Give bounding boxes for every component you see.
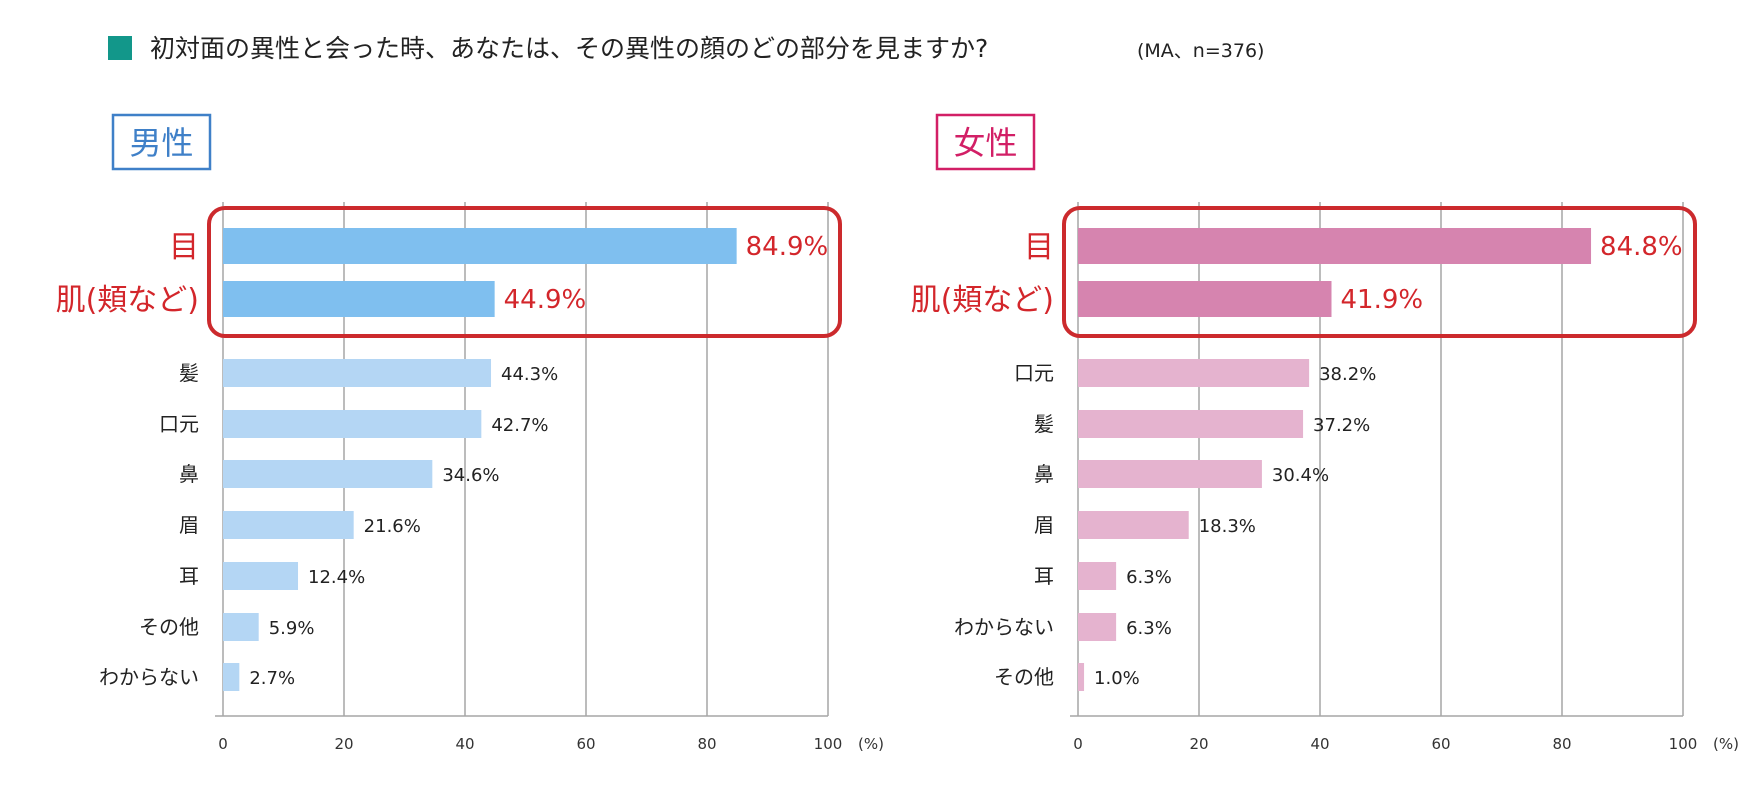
value-label: 6.3%: [1126, 618, 1172, 639]
category-label: その他: [994, 665, 1054, 689]
category-label: 鼻: [1034, 462, 1054, 486]
highlight-frame: [207, 206, 842, 338]
value-label: 12.4%: [308, 567, 365, 588]
value-label: 30.4%: [1272, 465, 1329, 486]
x-tick-label: 0: [218, 735, 228, 753]
highlighted-category-label: 目: [1024, 230, 1054, 265]
bar: [223, 410, 482, 438]
x-tick-label: 20: [1189, 735, 1208, 753]
category-label: 耳: [179, 564, 199, 588]
highlighted-value-label: 41.9%: [1340, 285, 1423, 315]
bar: [1078, 460, 1262, 488]
highlighted-value-label: 84.9%: [746, 232, 829, 262]
value-label: 21.6%: [364, 516, 421, 537]
value-label: 18.3%: [1199, 516, 1256, 537]
value-label: 38.2%: [1319, 364, 1376, 385]
highlight-frame: [1062, 206, 1697, 338]
category-label: 耳: [1034, 564, 1054, 588]
category-label: 眉: [1034, 513, 1054, 537]
x-tick-label: 0: [1073, 735, 1083, 753]
title-text: 初対面の異性と会った時、あなたは、その異性の顔のどの部分を見ますか?: [150, 34, 988, 63]
bar: [1078, 613, 1117, 641]
category-label: その他: [139, 615, 199, 639]
highlighted-bar: [1078, 228, 1592, 264]
highlighted-bar: [223, 281, 495, 317]
category-label: わからない: [99, 665, 199, 689]
bar: [1078, 663, 1085, 691]
x-tick-label: 60: [1431, 735, 1450, 753]
category-label: 眉: [179, 513, 199, 537]
x-tick-label: 40: [1310, 735, 1329, 753]
panel-label-text: 男性: [129, 124, 193, 162]
title-note: (MA、n=376): [1137, 40, 1264, 62]
x-tick-label: 40: [455, 735, 474, 753]
category-label: 口元: [159, 412, 199, 436]
title-square-marker: [108, 36, 132, 60]
bar: [223, 562, 299, 590]
bar: [223, 663, 240, 691]
x-tick-label: 100: [814, 735, 843, 753]
highlighted-category-label: 肌(頬など): [911, 283, 1054, 318]
bar: [1078, 511, 1189, 539]
highlighted-bar: [223, 228, 737, 264]
highlighted-category-label: 肌(頬など): [56, 283, 199, 318]
panel-label: 男性: [111, 113, 212, 171]
category-label: 鼻: [179, 462, 199, 486]
panel-label-box: [111, 113, 212, 171]
x-tick-label: 80: [697, 735, 716, 753]
value-label: 37.2%: [1313, 415, 1370, 436]
highlighted-value-label: 84.8%: [1600, 232, 1683, 262]
category-label: 髪: [179, 361, 199, 385]
highlighted-value-label: 44.9%: [504, 285, 587, 315]
bar: [1078, 562, 1117, 590]
chart-title: 初対面の異性と会った時、あなたは、その異性の顔のどの部分を見ますか? (MA、n…: [108, 34, 1264, 63]
bar: [223, 511, 354, 539]
category-label: 口元: [1014, 361, 1054, 385]
panel-label-box: [935, 113, 1036, 171]
x-tick-label: 20: [334, 735, 353, 753]
panel-1: 男性 0 20 40 60 80 100 (%) 目 84.9% 肌(頬など) 44.9% 髪 44.3%…: [56, 113, 884, 753]
value-label: 44.3%: [501, 364, 558, 385]
bar: [223, 359, 492, 387]
x-tick-label: 80: [1552, 735, 1571, 753]
highlighted-bar: [1078, 281, 1332, 317]
x-unit-label: (%): [1713, 735, 1739, 753]
value-label: 34.6%: [442, 465, 499, 486]
value-label: 1.0%: [1094, 668, 1140, 689]
category-label: 髪: [1034, 412, 1054, 436]
x-unit-label: (%): [858, 735, 884, 753]
bar: [223, 460, 433, 488]
value-label: 42.7%: [491, 415, 548, 436]
value-label: 2.7%: [249, 668, 295, 689]
bar: [1078, 359, 1310, 387]
category-label: わからない: [954, 615, 1054, 639]
value-label: 6.3%: [1126, 567, 1172, 588]
x-tick-label: 60: [576, 735, 595, 753]
highlighted-category-label: 目: [169, 230, 199, 265]
value-label: 5.9%: [269, 618, 315, 639]
panel-2: 女性 0 20 40 60 80 100 (%) 目 84.8% 肌(頬など) 41.9% 口元 38.2…: [911, 113, 1739, 753]
bar: [1078, 410, 1304, 438]
panel-label: 女性: [935, 113, 1036, 171]
panel-label-text: 女性: [953, 124, 1017, 162]
x-tick-label: 100: [1669, 735, 1698, 753]
bar: [223, 613, 259, 641]
